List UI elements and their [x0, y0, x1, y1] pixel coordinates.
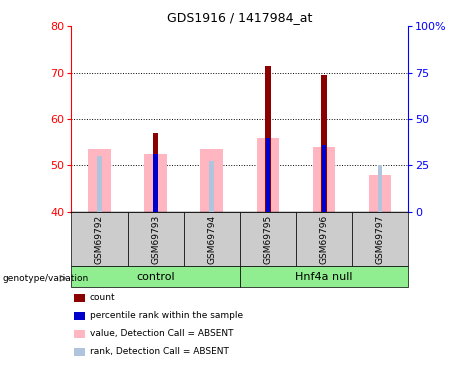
Bar: [97, 156, 102, 212]
Bar: [322, 145, 326, 212]
Bar: [154, 154, 158, 212]
Bar: [183, 212, 240, 266]
Title: GDS1916 / 1417984_at: GDS1916 / 1417984_at: [167, 11, 313, 24]
Bar: [153, 133, 159, 212]
Bar: [321, 75, 327, 212]
Text: rank, Detection Call = ABSENT: rank, Detection Call = ABSENT: [90, 347, 229, 356]
Text: GSM69794: GSM69794: [207, 214, 216, 264]
Bar: [144, 154, 167, 212]
Text: count: count: [90, 293, 116, 302]
Text: GSM69796: GSM69796: [319, 214, 328, 264]
Bar: [88, 149, 111, 212]
Text: GSM69797: GSM69797: [375, 214, 384, 264]
Text: GSM69795: GSM69795: [263, 214, 272, 264]
Bar: [201, 149, 223, 212]
Text: value, Detection Call = ABSENT: value, Detection Call = ABSENT: [90, 329, 233, 338]
Bar: [256, 138, 279, 212]
Text: GSM69792: GSM69792: [95, 214, 104, 264]
Bar: [71, 212, 128, 266]
Bar: [296, 212, 352, 266]
Bar: [240, 212, 296, 266]
Text: control: control: [136, 272, 175, 282]
Bar: [378, 165, 382, 212]
Bar: [240, 266, 408, 287]
Bar: [209, 161, 214, 212]
Bar: [71, 266, 240, 287]
Bar: [128, 212, 183, 266]
Bar: [369, 175, 391, 212]
Text: Hnf4a null: Hnf4a null: [295, 272, 353, 282]
Bar: [313, 147, 335, 212]
Bar: [266, 138, 270, 212]
Text: percentile rank within the sample: percentile rank within the sample: [90, 311, 243, 320]
Bar: [265, 66, 271, 212]
Bar: [352, 212, 408, 266]
Text: GSM69793: GSM69793: [151, 214, 160, 264]
Text: genotype/variation: genotype/variation: [2, 274, 89, 283]
